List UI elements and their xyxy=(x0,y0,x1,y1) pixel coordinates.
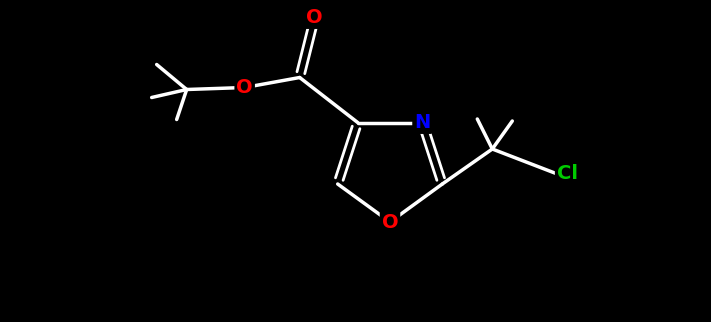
Text: Cl: Cl xyxy=(557,165,578,184)
Text: O: O xyxy=(382,213,398,232)
Text: O: O xyxy=(306,8,323,27)
Text: N: N xyxy=(415,113,430,132)
Text: O: O xyxy=(236,78,253,97)
